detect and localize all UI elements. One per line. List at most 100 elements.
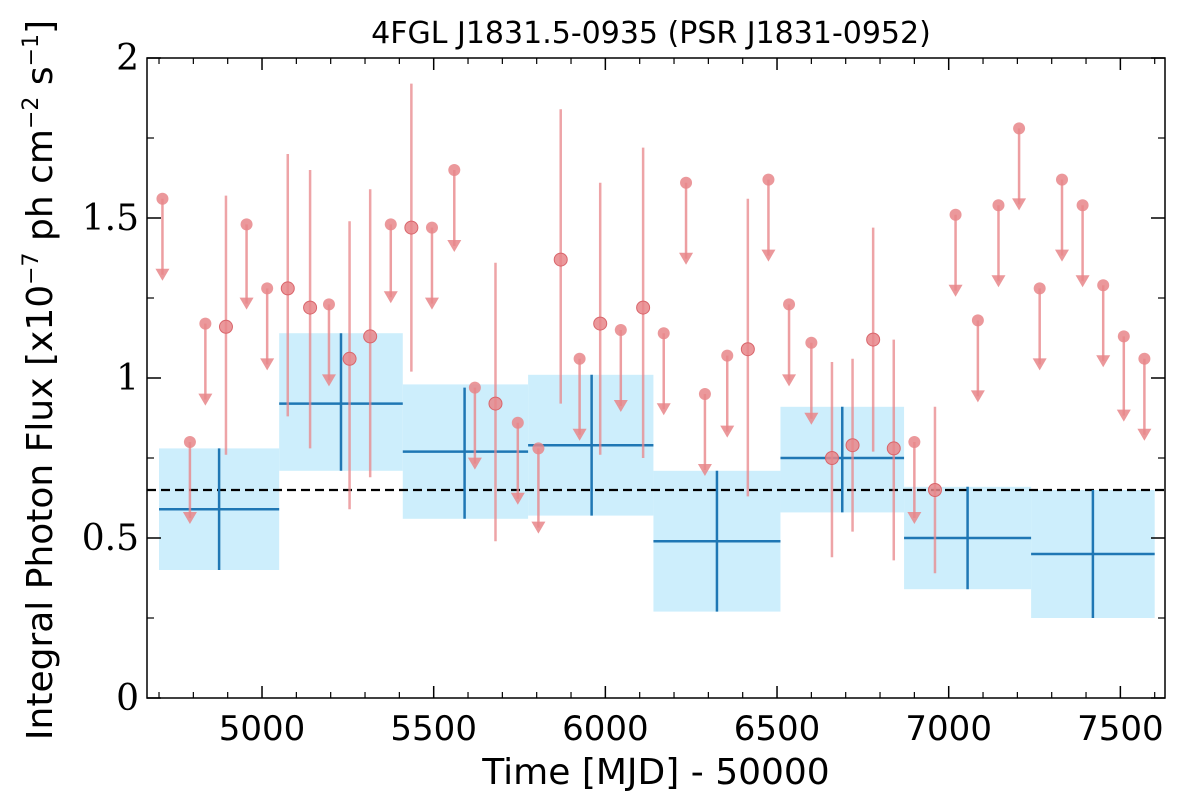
upper-limit-point [156,192,169,205]
detection-point [845,438,860,453]
upper-limit-point [199,317,212,330]
detection-point [280,281,295,296]
upper-limit-arrow [155,268,170,281]
upper-limit-arrow [198,393,213,406]
upper-limit-point [532,442,545,455]
bin-bands [159,333,1155,618]
detection-point [553,252,568,267]
upper-limit-point [1076,199,1089,212]
upper-limit-point [1033,282,1046,295]
y-tick-label: 0.5 [82,518,139,559]
point-markers [155,83,1152,574]
upper-limit-point [183,436,196,448]
y-tick-label: 1 [116,358,139,399]
upper-limit-point [721,349,734,362]
upper-limit-point [949,208,962,221]
x-axis-label: Time [MJD] - 50000 [481,752,829,793]
upper-limit-point [1138,352,1151,365]
x-tick-label: 5000 [219,709,306,749]
upper-limit-arrow [948,284,963,297]
upper-limit-point [240,218,253,231]
detection-point [927,483,942,497]
upper-limit-arrow [907,512,922,524]
detection-point [740,342,755,357]
upper-limit-point [1117,330,1130,343]
upper-limit-point [805,336,818,349]
x-tick-label: 7000 [905,709,992,749]
upper-limit-arrow [383,291,398,304]
x-tick-label: 5500 [390,709,477,749]
y-tick-label: 2 [116,38,139,79]
upper-limit-point [1013,122,1026,135]
upper-limit-arrow [1012,198,1027,211]
upper-limit-arrow [782,374,797,387]
upper-limit-point [783,298,796,311]
detection-point [593,316,608,331]
upper-limit-point [511,416,524,429]
upper-limit-point [971,314,984,327]
upper-limit-arrow [761,249,776,262]
upper-limit-arrow [613,400,628,412]
upper-limit-point [425,221,438,234]
upper-limit-arrow [720,425,735,438]
y-tick-label: 0 [116,678,139,719]
upper-limit-arrow [656,403,671,416]
upper-limit-arrow [1096,355,1111,368]
upper-limit-point [614,324,627,336]
x-tick-labels: 5000 5500 6000 6500 7000 7500 [219,709,1164,749]
upper-limit-point [908,436,921,448]
upper-limit-point [762,173,775,186]
upper-limit-arrow [1075,275,1090,288]
upper-limit-arrow [804,412,819,425]
axis-ticks [147,57,1165,699]
upper-limit-point [698,388,711,400]
detection-point [218,319,233,334]
x-tick-label: 6000 [562,709,649,749]
detection-point [824,451,839,465]
upper-limit-arrow [679,252,694,265]
detection-point [636,300,651,315]
x-tick-label: 7500 [1077,709,1164,749]
upper-limit-arrow [467,457,482,470]
upper-limit-arrow [447,240,462,252]
upper-limit-arrow [239,297,254,310]
upper-limit-point [657,327,670,340]
upper-limit-arrow [1032,358,1047,371]
y-axis-label: Integral Photon Flux [x10−7 ph cm−2 s−1] [19,20,61,740]
upper-limit-point [468,381,481,394]
upper-limit-arrow [260,358,275,371]
upper-limit-arrow [572,428,587,441]
detection-point [886,441,901,456]
detection-point [342,351,357,366]
detection-point [404,220,419,235]
upper-limit-arrow [531,521,546,534]
upper-limit-arrow [424,297,439,310]
upper-limit-point [384,218,397,231]
detection-point [303,300,318,315]
y-tick-labels: 0 0.5 1 1.5 2 [82,38,139,719]
upper-limit-arrow [991,275,1006,288]
upper-limit-arrow [1116,409,1131,422]
upper-limit-arrow [182,512,197,524]
upper-limit-arrow [510,492,525,505]
upper-limit-point [573,352,586,365]
upper-limit-arrow [1137,428,1152,441]
upper-limit-point [261,282,274,295]
upper-limit-arrow [697,464,712,476]
upper-limit-arrow [321,374,336,387]
chart-title: 4FGL J1831.5-0935 (PSR J1831-0952) [371,16,931,51]
y-tick-label: 1.5 [82,198,139,239]
upper-limit-arrow [970,390,985,403]
upper-limit-arrow [1054,249,1069,262]
bin-error-bars [159,333,1155,618]
upper-limit-point [448,164,461,176]
upper-limit-point [680,176,693,189]
detection-point [488,396,503,411]
x-tick-label: 6500 [734,709,821,749]
upper-limit-point [992,199,1005,212]
upper-limit-point [322,298,335,311]
upper-limit-point [1055,173,1068,186]
detection-point [866,332,881,347]
upper-limit-point [1097,279,1110,292]
